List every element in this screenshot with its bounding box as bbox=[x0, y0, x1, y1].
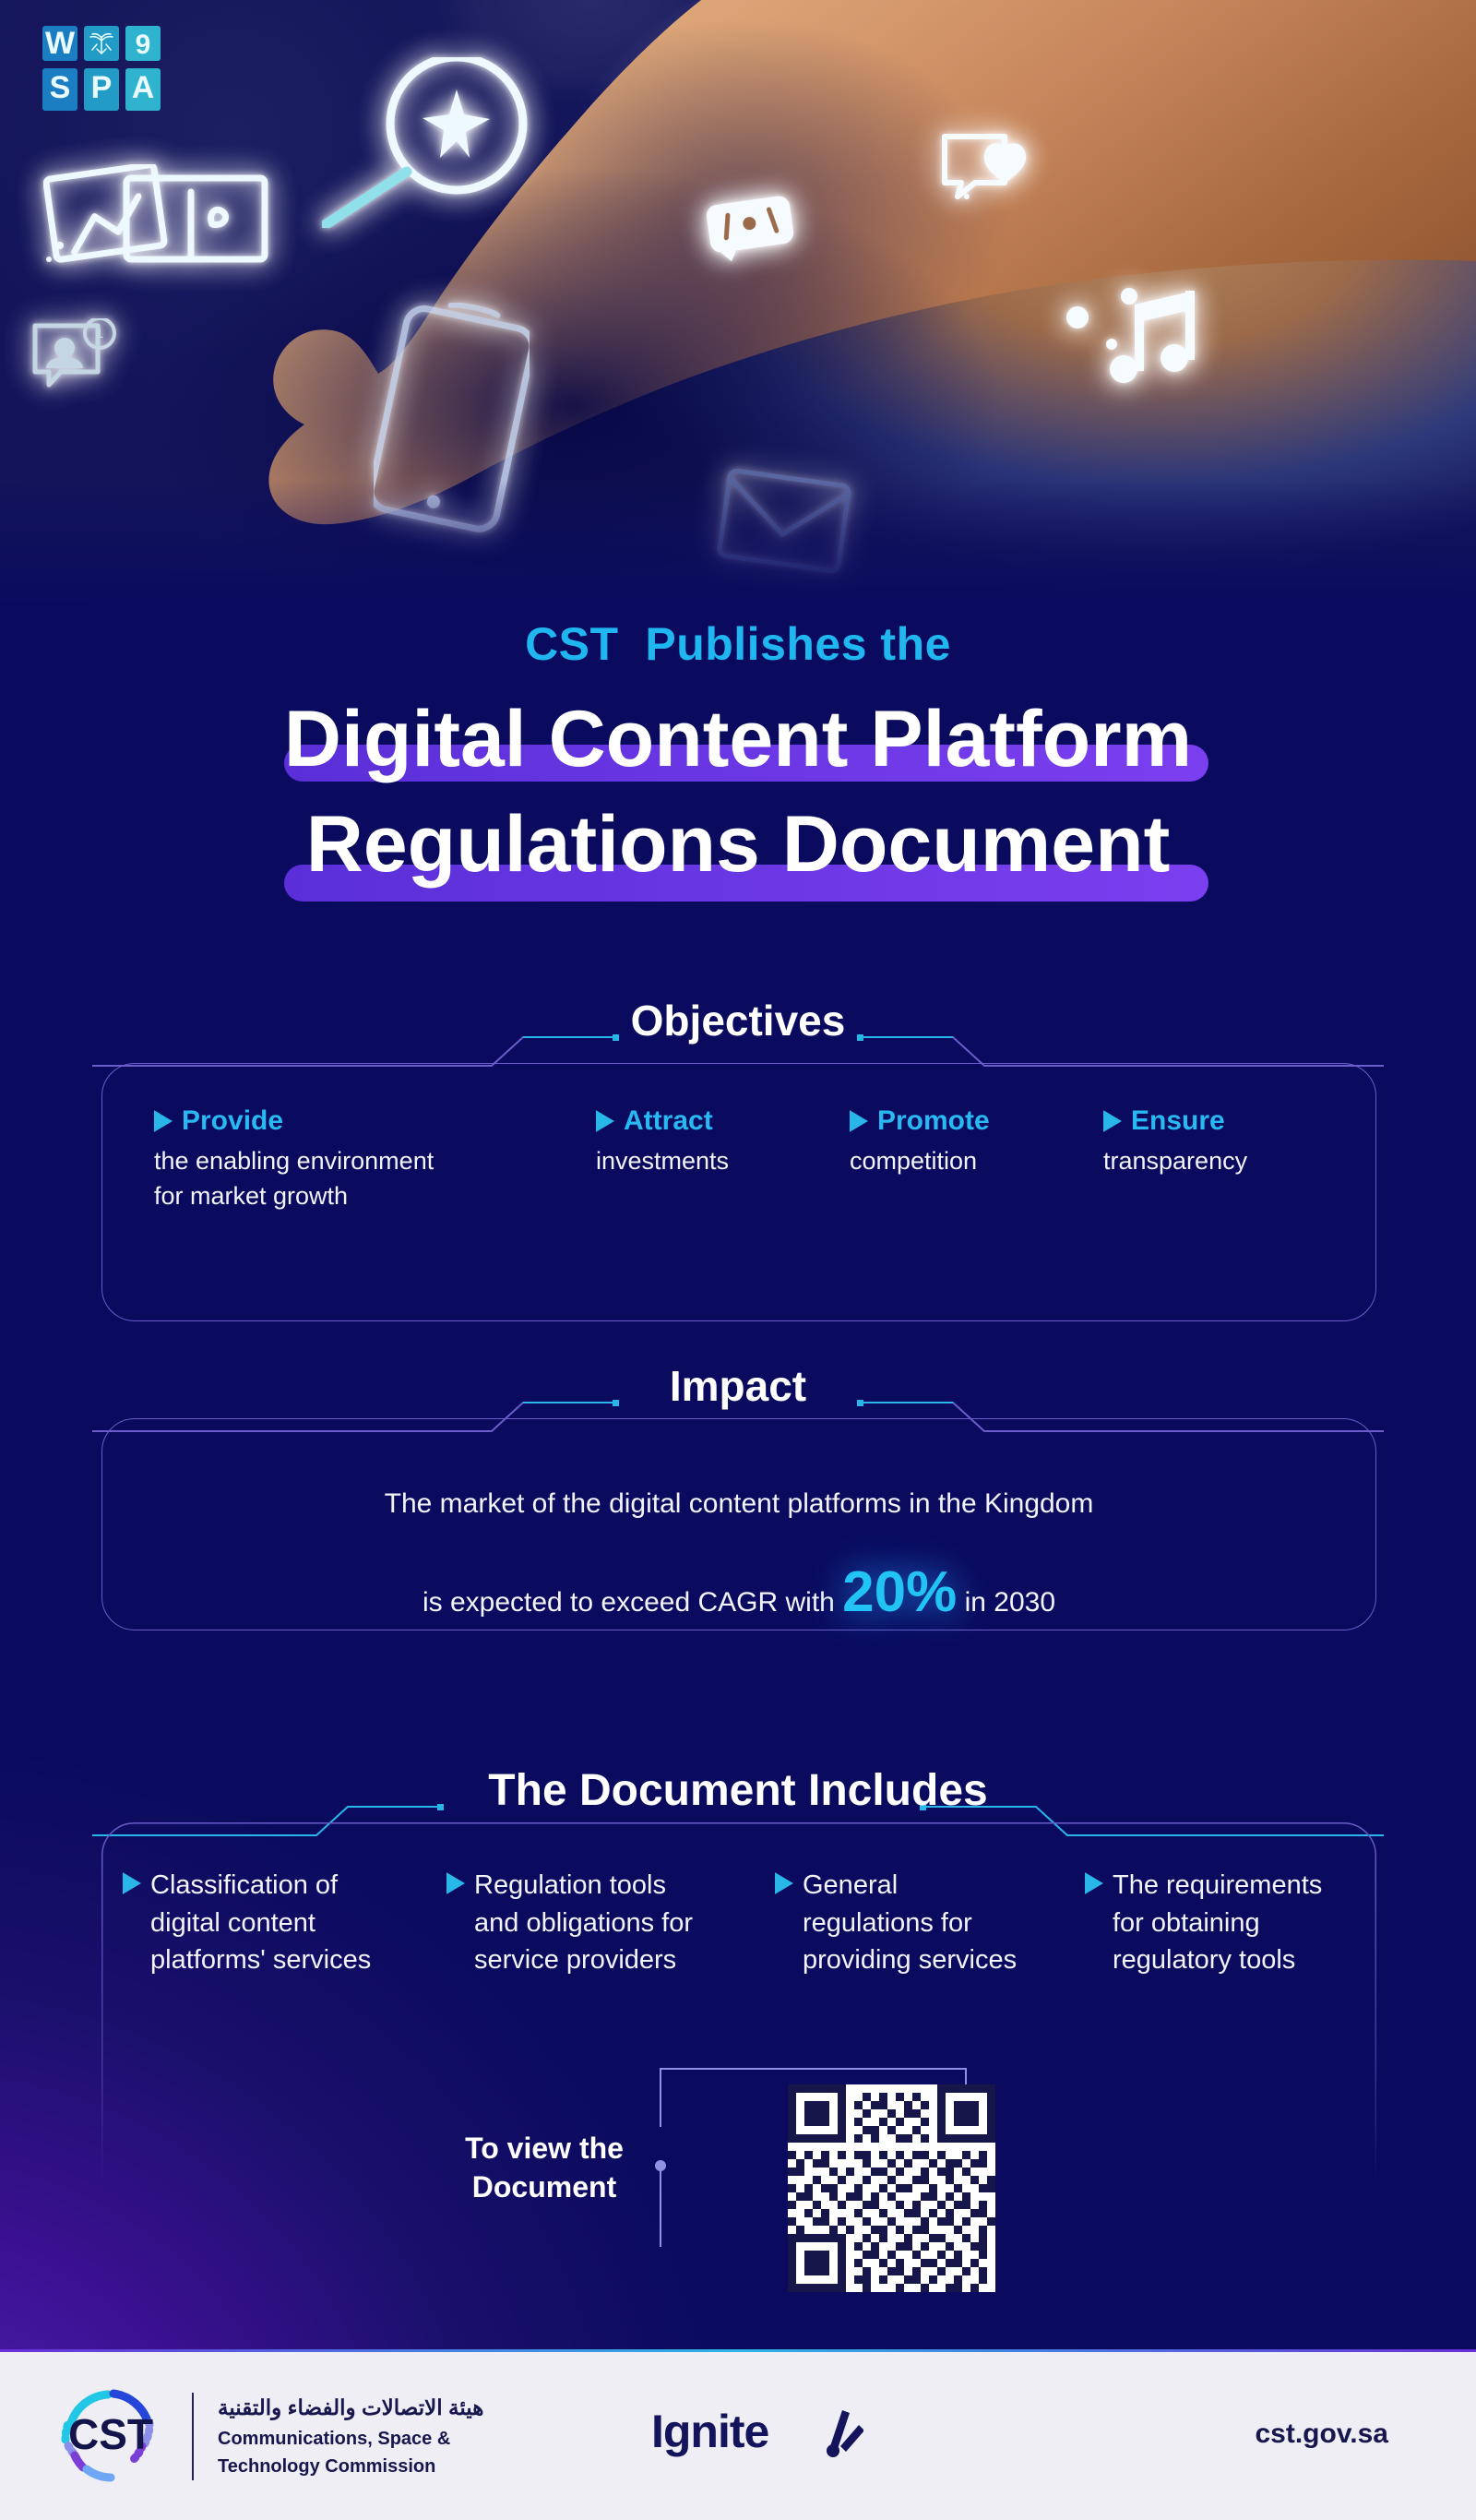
svg-text:Ignite: Ignite bbox=[651, 2406, 769, 2457]
svg-text:P: P bbox=[91, 70, 113, 105]
svg-text:W: W bbox=[45, 26, 76, 61]
svg-text:1: 1 bbox=[96, 326, 103, 341]
svg-text:CST: CST bbox=[68, 2410, 153, 2458]
svg-text:9: 9 bbox=[136, 30, 151, 60]
svg-text:A: A bbox=[132, 70, 155, 105]
svg-text:S: S bbox=[50, 70, 71, 105]
